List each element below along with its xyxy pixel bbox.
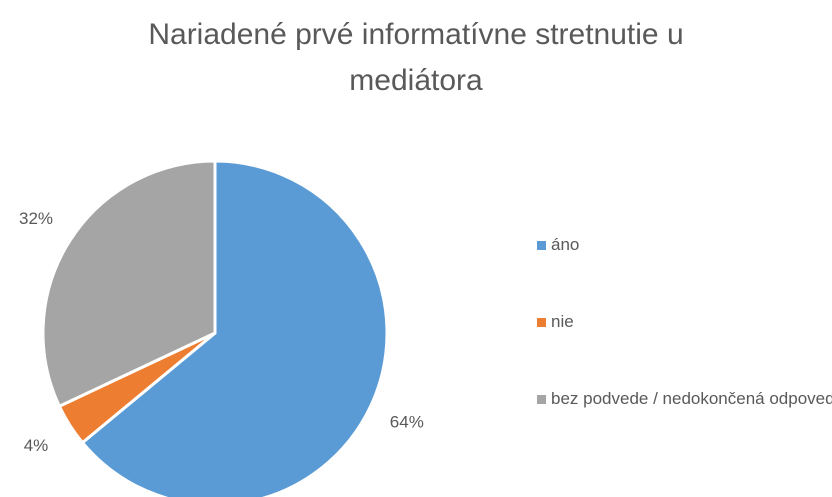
legend-label: áno — [551, 235, 580, 254]
legend-swatch — [537, 241, 546, 250]
legend-item: nie — [537, 309, 832, 335]
legend-item: bez podvede / nedokončená odpoveď — [537, 386, 832, 412]
legend-swatch — [537, 395, 546, 404]
legend-item: áno — [537, 232, 832, 258]
chart-title: Nariadené prvé informatívne stretnutie u… — [148, 18, 684, 97]
legend-label: bez podvede / nedokončená odpoveď — [551, 389, 832, 408]
data-label: 4% — [24, 436, 49, 455]
legend-label: nie — [551, 312, 574, 331]
data-label: 32% — [19, 209, 53, 228]
legend-swatch — [537, 318, 546, 327]
pie-slice — [80, 159, 389, 497]
data-label: 64% — [390, 413, 424, 432]
pie-slice — [41, 159, 217, 409]
